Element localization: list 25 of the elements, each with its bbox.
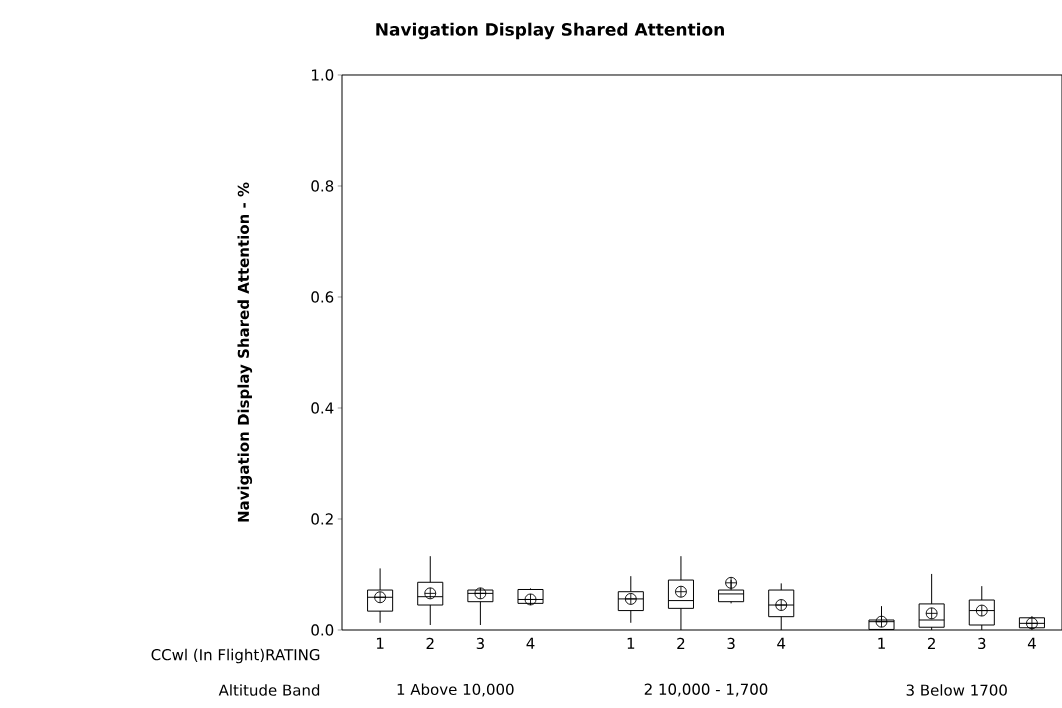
x-tick-label: 2 (426, 637, 434, 649)
y-tick-label: 0.8 (311, 180, 334, 192)
text: 2 10,000 - 1,700 (644, 683, 768, 697)
y-tick-label: 0.0 (311, 624, 334, 636)
x-tick-label: 1 (627, 637, 635, 649)
x-tick-label: 3 (727, 637, 735, 650)
text: 1 Above 10,000 (397, 683, 514, 697)
y-tick-label: 0.4 (311, 402, 334, 414)
x-tick-label: 1 (878, 637, 885, 649)
text: Altitude Band (218, 684, 320, 696)
y-tick-label: 1.0 (312, 69, 334, 81)
x-tick-label: 4 (777, 637, 786, 649)
x-tick-label: 3 (978, 637, 986, 650)
text: 3 Below 1700 (906, 684, 1007, 696)
x-tick-label: 4 (526, 637, 535, 649)
chart-title: Navigation Display Shared Attention (376, 22, 724, 40)
x-tick-label: 1 (376, 637, 384, 649)
y-tick-label: 0.2 (311, 513, 333, 525)
x-tick-label: 3 (476, 637, 484, 650)
text: CCwl (In Flight)RATING (151, 648, 320, 664)
x-tick-label: 2 (677, 637, 685, 649)
x-tick-label: 4 (1027, 637, 1036, 649)
y-tick-label: 0.6 (311, 291, 334, 303)
y-axis-title: Navigation Display Shared Attention - % (237, 182, 253, 522)
x-tick-label: 2 (927, 637, 935, 649)
